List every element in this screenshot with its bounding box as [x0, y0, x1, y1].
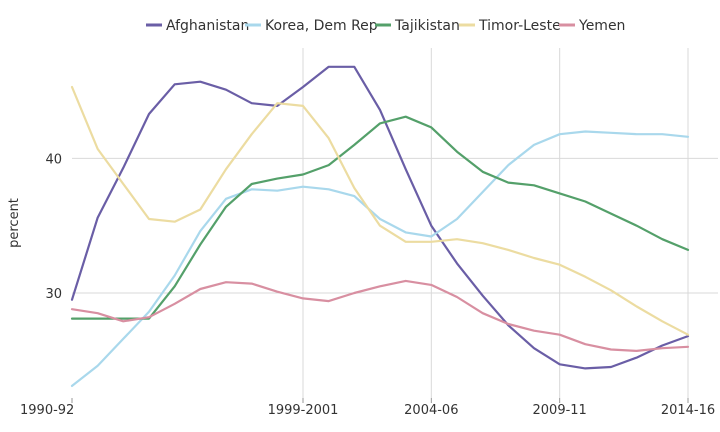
grid-lines	[72, 48, 718, 398]
x-tick-label: 1990-92	[20, 403, 74, 418]
legend-item-timor-leste[interactable]: Timor-Leste	[459, 18, 561, 34]
legend: Afghanistan Korea, Dem Rep Tajikistan Timor…	[146, 18, 625, 34]
series-line-tajikistan	[70, 115, 690, 320]
legend-item-yemen[interactable]: Yemen	[559, 18, 625, 34]
legend-label: Timor-Leste	[478, 18, 561, 34]
legend-item-tajikistan[interactable]: Tajikistan	[375, 18, 460, 34]
legend-label: Yemen	[578, 18, 625, 34]
series-layer	[70, 65, 690, 387]
x-tick-label: 2009-11	[533, 403, 587, 418]
legend-label: Korea, Dem Rep	[265, 18, 378, 34]
x-tick-label: 2014-16	[661, 403, 715, 418]
series-line-timor-leste	[70, 85, 690, 336]
y-tick-label: 40	[45, 152, 62, 167]
x-tick-label: 2004-06	[404, 403, 458, 418]
y-tick-label: 30	[45, 287, 62, 302]
y-axis-title: percent	[7, 198, 22, 248]
legend-label: Tajikistan	[394, 18, 460, 34]
x-tick-label: 1999-2001	[268, 403, 339, 418]
legend-item-afghanistan[interactable]: Afghanistan	[146, 18, 249, 34]
series-line-korea-dem-rep	[70, 130, 690, 387]
legend-item-korea-dem-rep[interactable]: Korea, Dem Rep	[245, 18, 378, 34]
series-line-yemen	[70, 279, 690, 352]
legend-label: Afghanistan	[166, 18, 249, 34]
x-axis: 1990-92 1999-2001 2004-06 2009-11 2014-16	[20, 398, 715, 418]
series-line-afghanistan	[70, 65, 690, 370]
y-axis: 30 40	[45, 152, 62, 302]
